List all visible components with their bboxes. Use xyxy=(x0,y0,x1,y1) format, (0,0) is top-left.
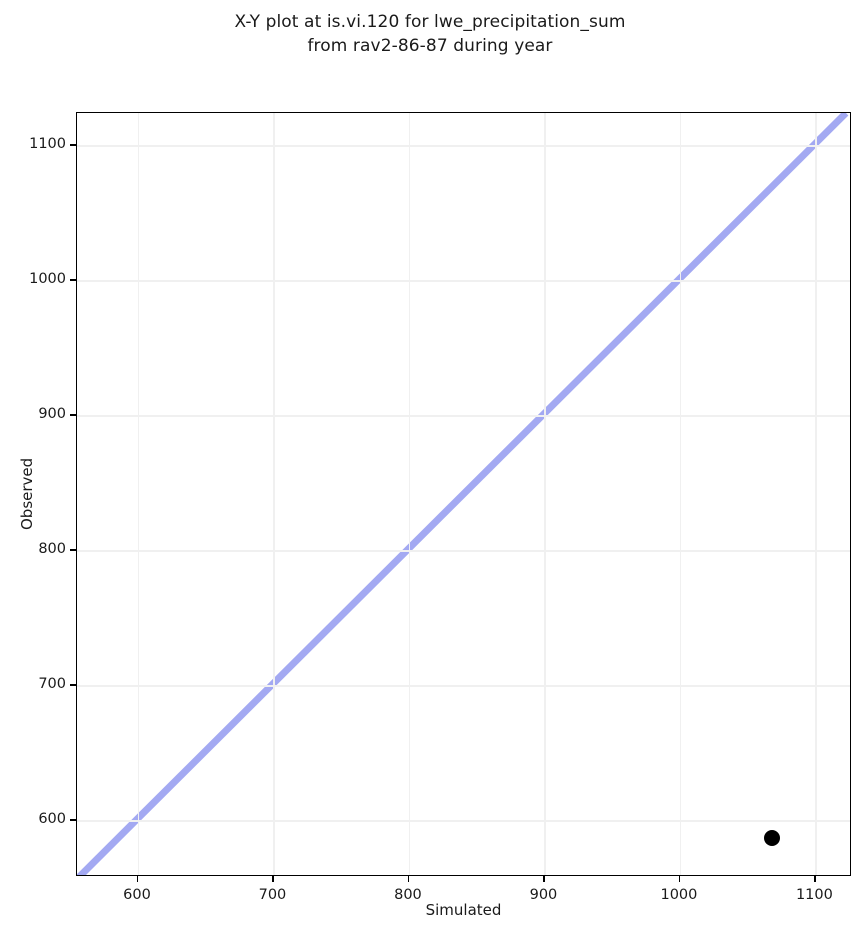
x-tick-label: 900 xyxy=(529,887,558,903)
y-tick-mark xyxy=(70,144,76,146)
y-tick-mark xyxy=(70,819,76,821)
gridline-vertical xyxy=(273,113,275,875)
x-tick-label: 700 xyxy=(258,887,287,903)
y-tick-label: 1000 xyxy=(29,271,66,288)
gridline-horizontal xyxy=(77,820,850,822)
gridline-horizontal xyxy=(77,145,850,147)
one-to-one-line xyxy=(77,113,849,875)
plot-area[interactable] xyxy=(76,112,851,876)
gridline-vertical xyxy=(679,113,682,875)
x-tick-mark xyxy=(407,876,410,882)
y-tick-label: 700 xyxy=(38,676,66,693)
y-tick-label: 800 xyxy=(38,541,66,558)
x-tick-label: 800 xyxy=(394,887,422,903)
x-tick-label: 600 xyxy=(123,887,151,903)
y-tick-label: 1100 xyxy=(29,136,66,153)
gridline-horizontal xyxy=(77,685,850,687)
y-axis-label: Observed xyxy=(18,457,36,530)
data-point[interactable] xyxy=(764,829,781,846)
chart-title: X-Y plot at is.vi.120 for lwe_precipitat… xyxy=(234,12,626,56)
gridline-vertical xyxy=(137,113,140,875)
gridline-vertical xyxy=(815,113,817,875)
x-tick-label: 1000 xyxy=(660,887,698,903)
x-tick-mark xyxy=(272,876,274,882)
x-tick-mark xyxy=(136,876,139,882)
gridline-vertical xyxy=(544,113,546,875)
y-tick-mark xyxy=(70,279,76,281)
x-tick-label: 1100 xyxy=(795,887,833,903)
x-tick-mark xyxy=(543,876,545,882)
y-tick-mark xyxy=(70,684,76,686)
y-tick-mark xyxy=(70,549,76,551)
gridline-horizontal xyxy=(77,280,850,282)
x-tick-mark xyxy=(678,876,681,882)
gridline-horizontal xyxy=(77,550,850,552)
y-tick-label: 600 xyxy=(38,811,66,828)
gridline-vertical xyxy=(408,113,411,875)
x-axis-label: Simulated xyxy=(425,901,502,919)
gridline-horizontal xyxy=(77,415,850,417)
x-tick-mark xyxy=(814,876,816,882)
y-tick-mark xyxy=(70,414,76,416)
y-tick-label: 900 xyxy=(38,406,66,423)
